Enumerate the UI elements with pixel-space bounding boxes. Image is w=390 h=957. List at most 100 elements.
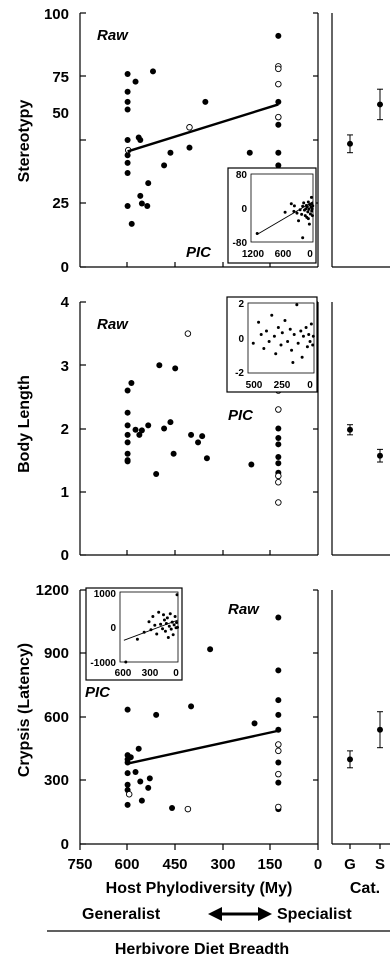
data-point-filled xyxy=(124,159,131,166)
data-point-open xyxy=(275,113,282,121)
data-point-filled xyxy=(275,779,282,786)
inset-ytick-label: -1000 xyxy=(90,658,116,669)
scatter-points-stereotypy xyxy=(124,32,282,227)
category-mean-point xyxy=(377,101,383,108)
ytick-label: 1 xyxy=(61,484,69,501)
data-point-filled xyxy=(124,387,131,394)
inset-data-point xyxy=(301,236,305,240)
inset-yticklabels: 80 0 -80 xyxy=(233,170,248,249)
data-point-open xyxy=(275,499,282,506)
raw-label: Raw xyxy=(97,27,129,44)
ytick-label: 100 xyxy=(44,6,69,23)
data-point-filled xyxy=(137,137,144,143)
inset-data-point xyxy=(157,610,161,614)
footer-title: Herbivore Diet Breadth xyxy=(115,941,289,957)
inset-data-point xyxy=(251,341,255,345)
inset-data-point xyxy=(161,627,165,631)
data-point-open xyxy=(275,65,282,73)
inset-data-point xyxy=(159,622,163,626)
data-point-filled xyxy=(124,70,131,77)
inset-stereotypy: 80 0 -80 1200 600 0 xyxy=(227,167,317,264)
inset-ytick-label: 0 xyxy=(241,204,247,215)
inset-data-point xyxy=(167,624,171,628)
data-point-filled xyxy=(146,775,153,782)
data-point-filled xyxy=(188,431,195,438)
raw-label: Raw xyxy=(97,316,129,333)
data-point-filled xyxy=(156,362,163,369)
data-point-filled xyxy=(275,425,282,432)
yticklabels-crypsis: 1200 900 600 300 0 xyxy=(36,582,69,853)
inset-xtick-label: 0 xyxy=(307,249,313,260)
inset-data-point xyxy=(175,620,179,624)
data-point-filled xyxy=(132,769,139,776)
data-point-filled xyxy=(149,68,156,75)
category-label-s: S xyxy=(375,856,385,873)
data-point-filled xyxy=(188,703,195,710)
data-point-open xyxy=(186,124,193,131)
double-arrow-icon xyxy=(208,907,272,921)
ytick-label: 2 xyxy=(61,421,69,438)
x-axis-title: Host Phylodiversity (My) xyxy=(106,880,293,897)
data-point-filled xyxy=(169,805,176,812)
panel-body-length: Body Length 4 3 2 1 0 Raw PIC xyxy=(16,294,390,564)
category-mean-point xyxy=(377,726,383,733)
data-point-open xyxy=(275,80,282,88)
inset-data-point xyxy=(289,202,293,206)
inset-data-point xyxy=(165,616,169,620)
specialist-label: Specialist xyxy=(277,906,352,923)
inset-data-point xyxy=(311,343,315,347)
inset-data-point xyxy=(259,333,263,336)
inset-data-point xyxy=(301,334,305,338)
data-point-filled xyxy=(172,365,179,372)
inset-frame xyxy=(85,587,183,681)
inset-data-point xyxy=(307,333,311,336)
raw-label: Raw xyxy=(228,601,260,618)
inset-data-point xyxy=(272,334,276,338)
ytick-label: 75 xyxy=(52,69,69,86)
data-point-filled xyxy=(124,170,131,177)
inset-xticklabels: 1200 600 0 xyxy=(242,249,313,260)
inset-data-point xyxy=(297,219,301,223)
data-point-filled xyxy=(145,422,152,429)
inset-data-point xyxy=(153,623,157,627)
inset-data-point xyxy=(304,326,308,329)
inset-data-point xyxy=(283,210,287,214)
category-axis-title: Cat. xyxy=(350,880,380,897)
inset-ytick-label: 0 xyxy=(110,623,116,634)
data-point-filled xyxy=(132,426,139,433)
category-means xyxy=(347,424,383,463)
inset-fit-line xyxy=(123,619,179,641)
data-point-open xyxy=(125,791,133,798)
data-point-filled xyxy=(275,162,282,169)
data-point-filled xyxy=(153,471,160,478)
data-point-filled xyxy=(203,455,210,462)
inset-data-point xyxy=(270,313,274,317)
inset-data-point xyxy=(286,340,290,343)
inset-crypsis: 1000 0 -1000 600 300 0 xyxy=(85,587,183,681)
ytick-label: 600 xyxy=(44,709,69,726)
data-point-open xyxy=(184,805,192,813)
inset-data-point xyxy=(296,341,300,345)
inset-data-point xyxy=(288,327,292,331)
inset-data-point xyxy=(162,613,165,617)
ytick-label: 4 xyxy=(61,294,70,311)
panel-stereotypy: Stereotypy 100 75 50 25 0 Raw xyxy=(16,6,390,276)
inset-data-point xyxy=(147,620,151,624)
xtick-label: 750 xyxy=(67,856,92,873)
data-point-filled xyxy=(145,180,152,187)
inset-data-point xyxy=(274,352,278,356)
data-point-open xyxy=(275,472,282,480)
data-point-filled xyxy=(124,137,131,143)
yticklabels-stereotypy: 100 75 50 25 0 xyxy=(44,6,69,276)
inset-body-length: 2 0 -2 500 250 0 xyxy=(226,296,318,393)
xtick-label: 0 xyxy=(314,856,322,873)
inset-ytick-label: -80 xyxy=(233,238,248,249)
inset-data-point xyxy=(307,222,311,226)
category-panel-stereotypy xyxy=(331,13,390,268)
inset-data-point xyxy=(166,636,170,639)
data-point-filled xyxy=(124,439,131,446)
inset-data-point xyxy=(264,329,268,333)
category-mean-point xyxy=(377,452,383,459)
inset-data-point xyxy=(304,207,308,211)
